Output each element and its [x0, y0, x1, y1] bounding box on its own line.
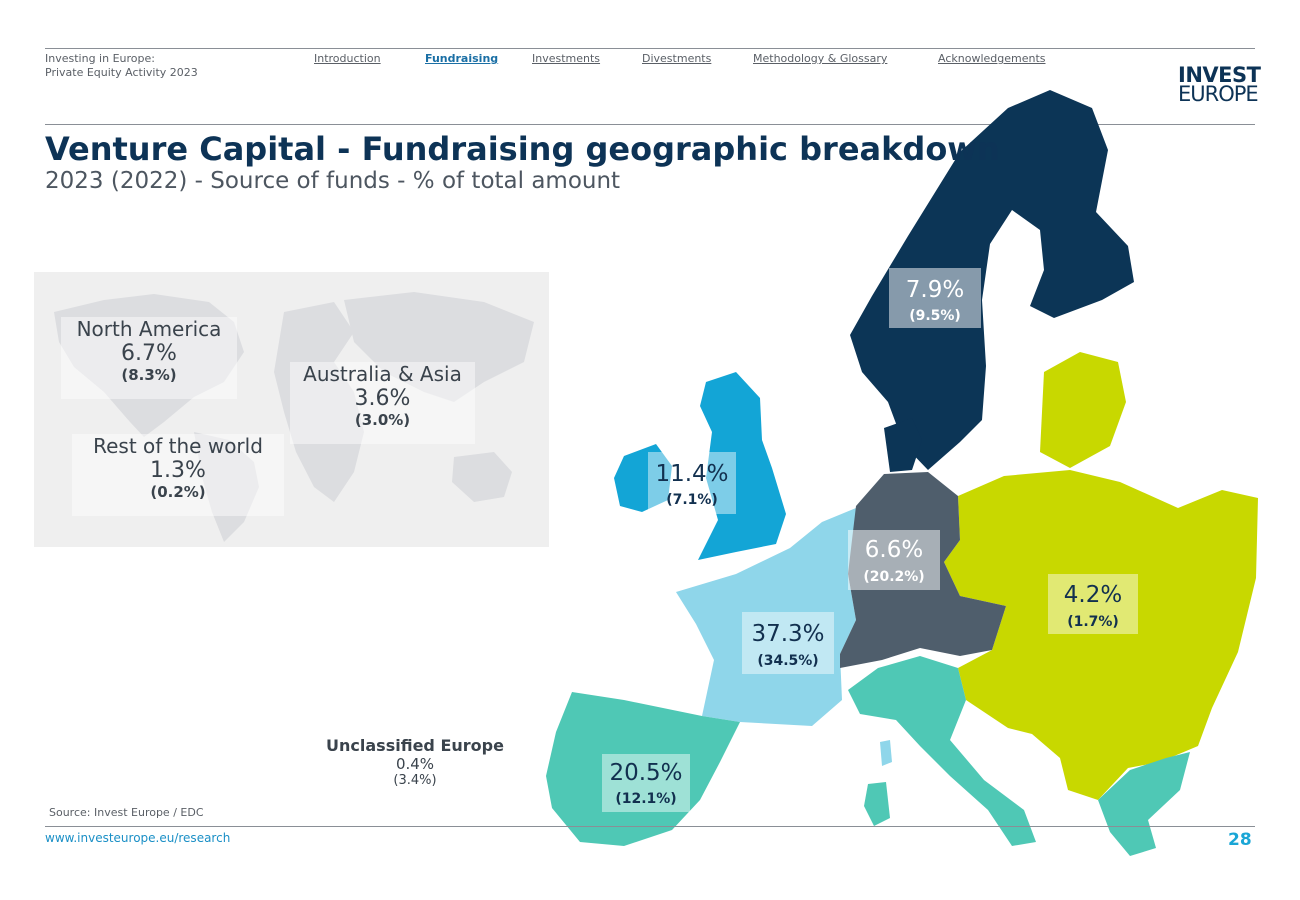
world-south-america — [194, 432, 259, 542]
label-france-benelux-value: 37.3% — [751, 621, 824, 647]
label-australia-asia: Australia & Asia 3.6% (3.0%) — [290, 362, 475, 444]
label-uk-ireland: 11.4% (7.1%) — [648, 452, 736, 514]
top-rule — [45, 48, 1255, 49]
rest-of-world-value: 1.3% — [150, 458, 206, 483]
region-france-benelux — [676, 508, 860, 726]
region-baltics — [1040, 352, 1126, 468]
logo-line1: INVEST — [1178, 63, 1261, 87]
unclassified-value: 0.4% — [395, 755, 435, 773]
label-dach: 6.6% (20.2%) — [848, 530, 940, 590]
australia-asia-value: 3.6% — [354, 386, 411, 411]
page-number: 28 — [1228, 830, 1252, 850]
label-north-america: North America 6.7% (8.3%) — [61, 317, 237, 399]
label-cee-prev: (1.7%) — [1067, 614, 1119, 630]
region-corsica — [880, 740, 892, 766]
australia-asia-name: Australia & Asia — [303, 362, 462, 386]
region-denmark — [884, 418, 922, 472]
invest-europe-logo: INVEST EUROPE — [1178, 63, 1261, 106]
label-france-benelux-prev: (34.5%) — [757, 653, 818, 669]
source-note: Source: Invest Europe / EDC — [49, 806, 204, 819]
region-nordics — [850, 90, 1134, 470]
label-uk-ireland-prev: (7.1%) — [666, 492, 718, 508]
region-cee — [944, 470, 1258, 800]
region-sardinia — [864, 782, 890, 826]
rest-of-world-prev: (0.2%) — [150, 483, 206, 501]
unclassified-prev: (3.4%) — [393, 773, 437, 788]
world-north-america — [54, 294, 244, 437]
world-map-silhouette — [54, 292, 534, 542]
region-italy — [848, 656, 1036, 846]
nav-investments[interactable]: Investments — [532, 52, 601, 65]
label-dach-prev: (20.2%) — [863, 569, 924, 585]
document-title-line2: Private Equity Activity 2023 — [45, 66, 198, 79]
footer-rule — [45, 826, 1255, 827]
region-uk — [698, 372, 786, 560]
document-title-line1: Investing in Europe: — [45, 52, 155, 65]
australia-asia-prev: (3.0%) — [354, 411, 411, 429]
page-title: Venture Capital - Fundraising geographic… — [45, 130, 1000, 168]
label-france-benelux: 37.3% (34.5%) — [742, 612, 834, 674]
unclassified-name: Unclassified Europe — [326, 736, 504, 755]
document-title: Investing in Europe: Private Equity Acti… — [45, 52, 198, 80]
label-rest-of-world: Rest of the world 1.3% (0.2%) — [72, 434, 284, 516]
rest-of-world-name: Rest of the world — [93, 434, 263, 458]
world-asia — [344, 292, 534, 402]
label-southern-europe-prev: (12.1%) — [615, 791, 676, 807]
nav-introduction[interactable]: Introduction — [314, 52, 381, 65]
region-ireland — [614, 444, 672, 512]
world-inset-map: North America 6.7% (8.3%) Australia & As… — [34, 272, 549, 547]
label-uk-ireland-value: 11.4% — [655, 461, 728, 487]
unclassified-europe: Unclassified Europe 0.4% (3.4%) — [315, 736, 515, 788]
header-rule — [45, 124, 1255, 125]
label-nordics: 7.9% (9.5%) — [889, 268, 981, 328]
label-cee-value: 4.2% — [1064, 582, 1122, 608]
nav-divestments[interactable]: Divestments — [642, 52, 712, 65]
label-cee: 4.2% (1.7%) — [1048, 574, 1138, 634]
region-greece — [1098, 752, 1190, 856]
north-america-value: 6.7% — [121, 341, 177, 366]
label-nordics-prev: (9.5%) — [909, 308, 961, 324]
label-nordics-value: 7.9% — [906, 277, 964, 303]
world-australia — [452, 452, 512, 502]
nav-methodology-glossary[interactable]: Methodology & Glossary — [753, 52, 888, 65]
nav-fundraising[interactable]: Fundraising — [425, 52, 499, 65]
label-dach-value: 6.6% — [865, 537, 923, 563]
world-europe-africa — [274, 302, 364, 502]
page-subtitle: 2023 (2022) - Source of funds - % of tot… — [45, 168, 621, 194]
label-southern-europe-value: 20.5% — [609, 760, 682, 786]
nav-acknowledgements[interactable]: Acknowledgements — [938, 52, 1046, 65]
footer-link[interactable]: www.investeurope.eu/research — [45, 831, 231, 845]
north-america-prev: (8.3%) — [121, 366, 177, 384]
north-america-name: North America — [76, 317, 222, 341]
region-spain-portugal — [546, 692, 740, 846]
label-southern-europe: 20.5% (12.1%) — [602, 754, 690, 812]
logo-line2: EUROPE — [1178, 82, 1259, 106]
